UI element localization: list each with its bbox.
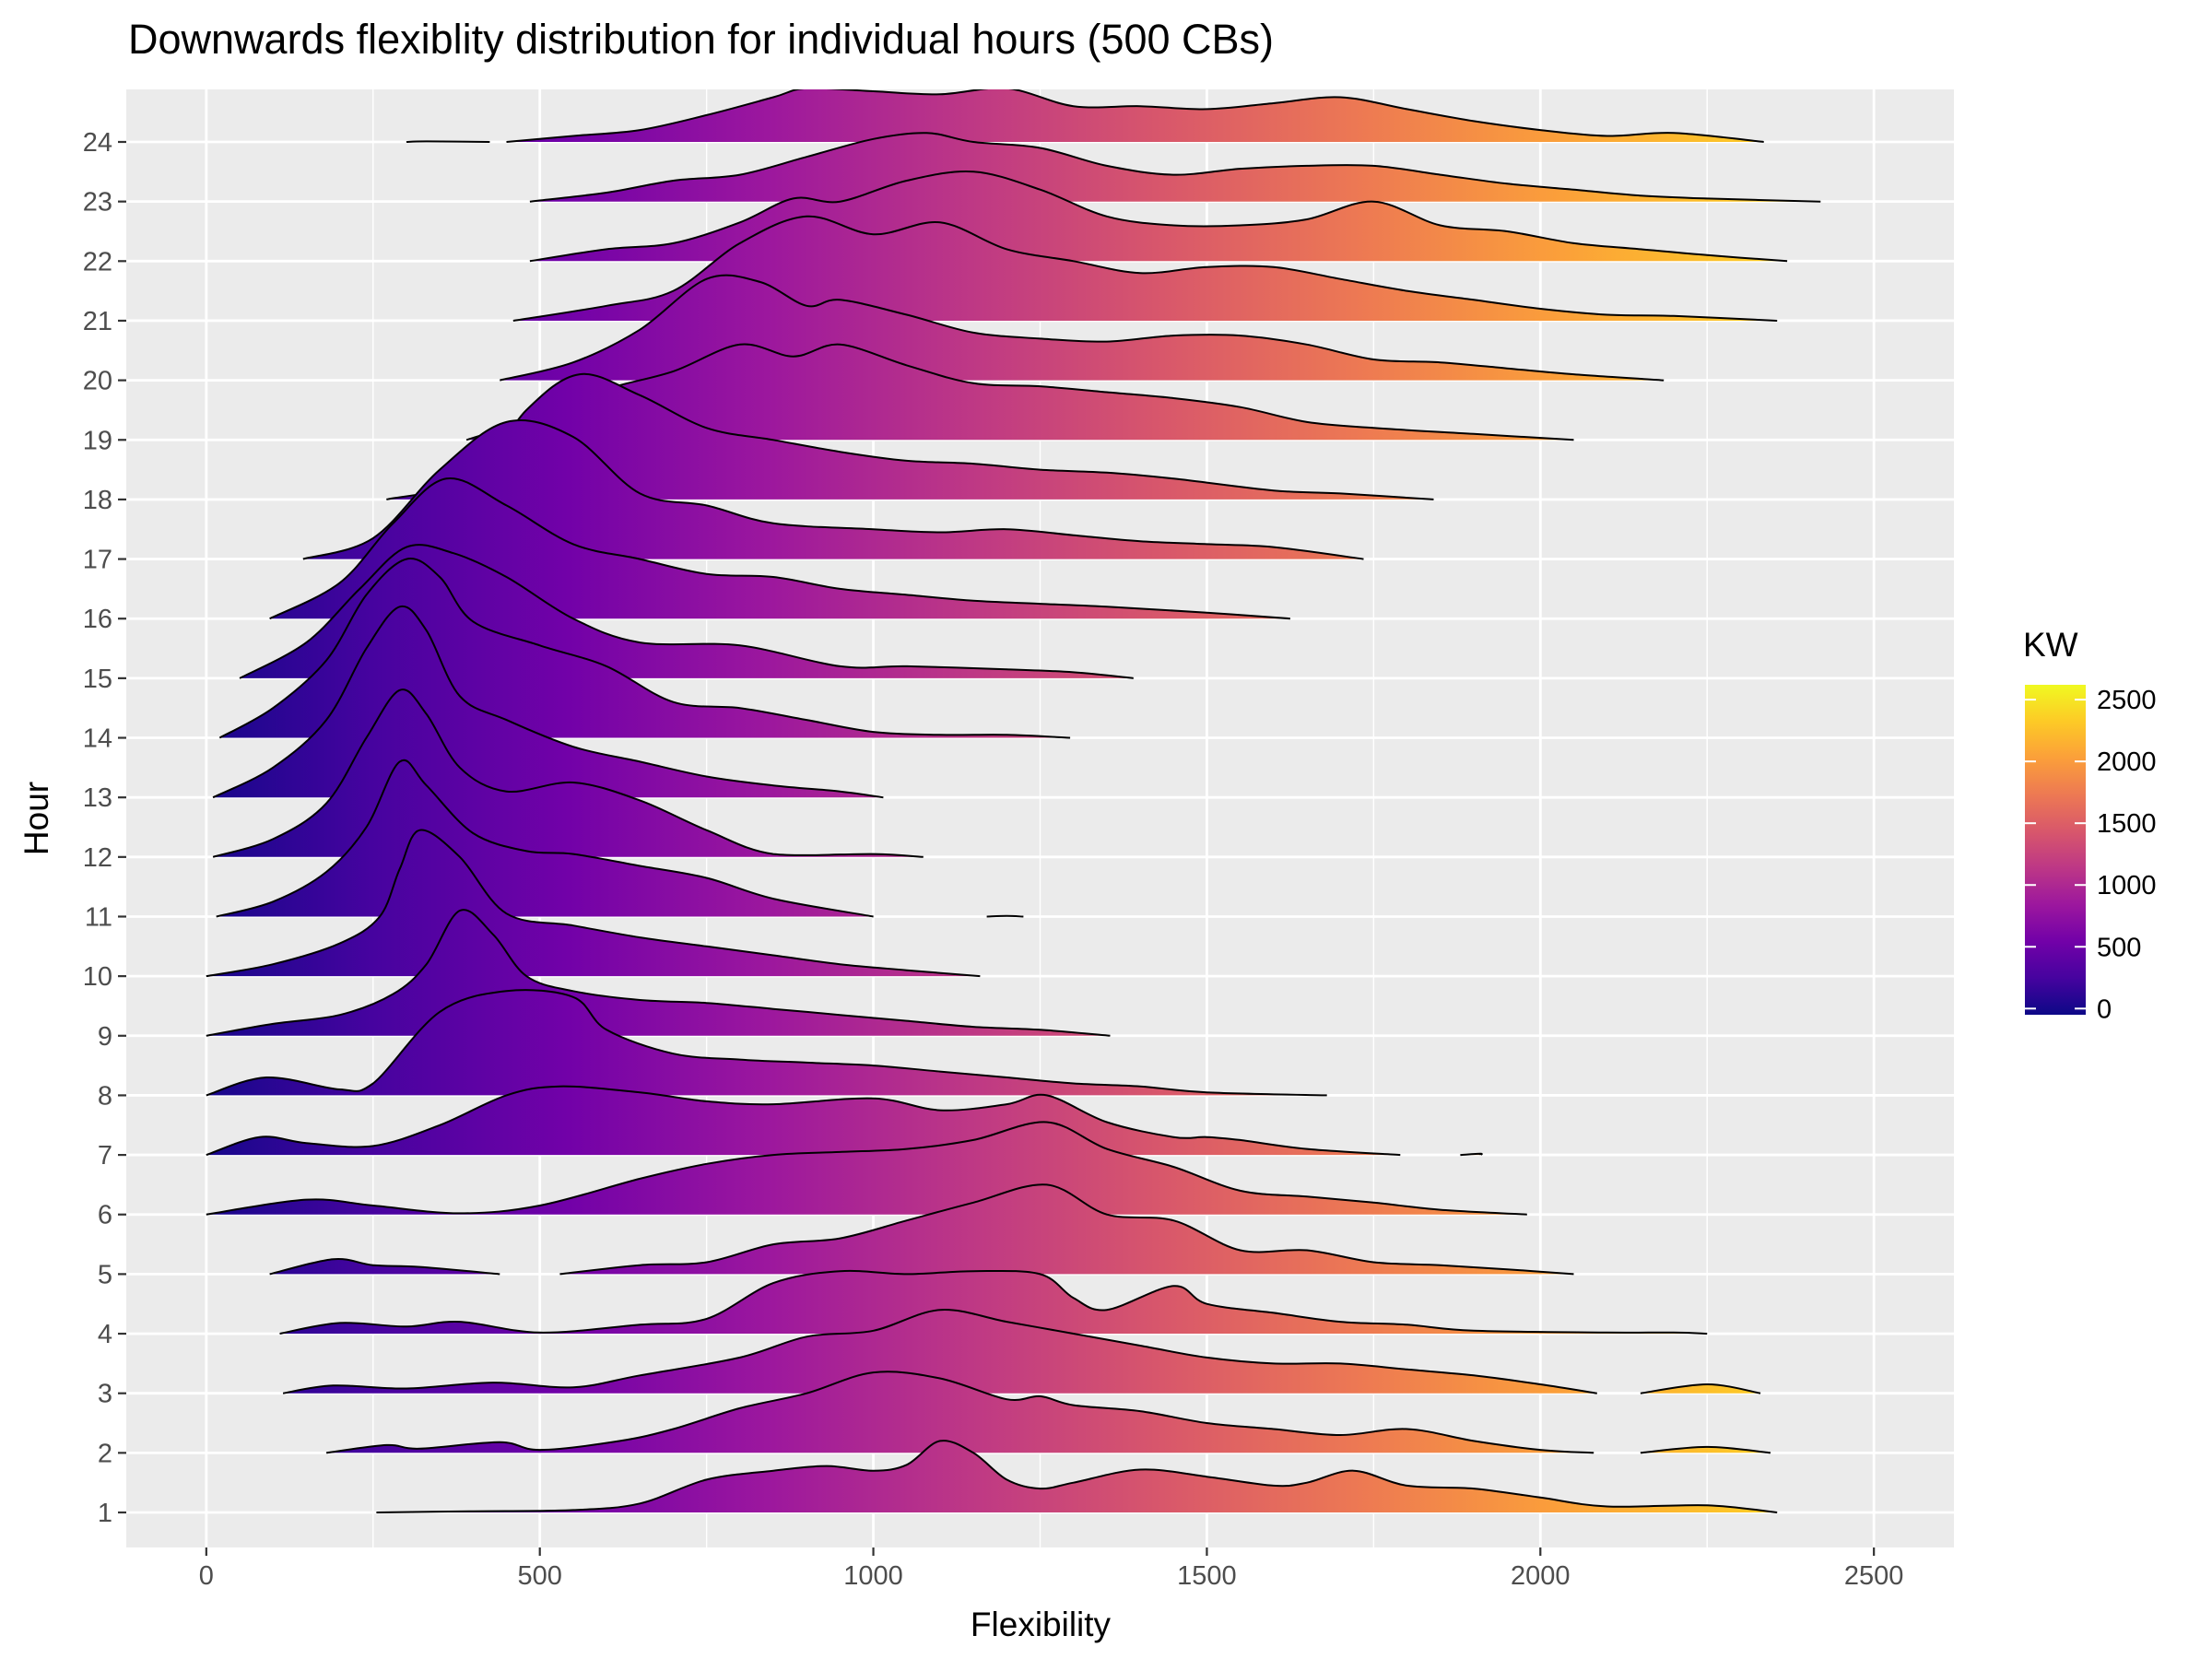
legend-tick-label: 0	[2097, 994, 2112, 1024]
ridge-outline-hour-3	[282, 1309, 1597, 1394]
legend-ticks: 0 500 1000 1500 2000 2500	[2025, 686, 2157, 1024]
ridge-outline-hour-8	[206, 989, 1327, 1097]
ridge-outline-hour-12	[212, 688, 924, 858]
legend-title: KW	[2023, 626, 2078, 664]
x-axis-title: Flexibility	[971, 1606, 1112, 1643]
y-tick-label: 22	[83, 247, 112, 276]
ridge-hour-10	[206, 830, 981, 977]
legend-tick-label: 1500	[2097, 809, 2157, 839]
y-tick-label: 17	[83, 546, 112, 575]
ridge-outline-hour-20	[500, 274, 1665, 382]
ridge-hour-5	[559, 1184, 1574, 1275]
y-tick-label: 21	[83, 307, 112, 336]
y-tick-label: 5	[98, 1260, 112, 1289]
y-tick-label: 3	[98, 1380, 112, 1409]
legend-colorbar	[2025, 685, 2086, 1015]
ridge-hour-3	[283, 1310, 1597, 1394]
ridge-hour-2	[326, 1371, 1594, 1453]
x-tick-label: 2000	[1511, 1561, 1571, 1591]
ridge-outline-hour-5	[559, 1183, 1574, 1276]
y-tick-label: 24	[83, 128, 112, 158]
y-tick-label: 2	[98, 1439, 112, 1468]
y-tick-label: 16	[83, 605, 112, 634]
y-tick-label: 10	[83, 962, 112, 992]
x-axis: 0 500 1000 1500 2000 2500	[199, 1547, 1904, 1591]
legend-tick-label: 2000	[2097, 747, 2157, 777]
y-tick-label: 15	[83, 665, 112, 694]
y-tick-label: 23	[83, 188, 112, 218]
ridge-outline-hour-23	[529, 132, 1821, 203]
ridge-outline-hour-6	[206, 1121, 1527, 1216]
y-tick-label: 6	[98, 1201, 112, 1230]
ridge-hour-20	[500, 275, 1665, 381]
ridge-hour-24	[506, 89, 1764, 142]
ridge-outline-hour-18	[386, 372, 1434, 500]
y-tick-label: 20	[83, 367, 112, 396]
ridge-outline-hour-3	[1640, 1383, 1761, 1394]
ridge-outline-hour-13	[212, 605, 884, 799]
y-tick-label: 19	[83, 426, 112, 455]
x-tick-label: 2500	[1844, 1561, 1904, 1591]
legend-tick-label: 1000	[2097, 871, 2157, 900]
y-axis-title: Hour	[18, 782, 55, 855]
x-tick-label: 1500	[1177, 1561, 1237, 1591]
ridge-hour-6	[206, 1122, 1527, 1215]
ridge-outline-hour-5	[269, 1257, 500, 1276]
chart-title: Downwards flexiblity distribution for in…	[128, 16, 1274, 63]
ridge-outline-hour-1	[376, 1440, 1778, 1513]
y-tick-label: 4	[98, 1320, 112, 1349]
ridge-hour-19	[466, 344, 1574, 441]
ridge-hour-3	[1640, 1384, 1761, 1394]
ridge-hour-17	[302, 420, 1364, 559]
ridge-outline-hour-9	[206, 909, 1111, 1037]
ridge-hour-9	[206, 910, 1111, 1036]
ridge-hour-16	[269, 477, 1290, 619]
ridge-outline-hour-24	[406, 140, 490, 143]
y-tick-label: 11	[85, 902, 112, 932]
ridge-outline-hour-16	[269, 477, 1290, 620]
ridge-outline-hour-17	[302, 419, 1364, 560]
ridge-outline-hour-22	[529, 171, 1788, 263]
ridge-outline-hour-4	[279, 1269, 1708, 1335]
ridge-outline-hour-15	[239, 544, 1134, 679]
legend: KW 0 500 1000 1500 2000 2500	[2023, 626, 2157, 1024]
y-tick-label: 13	[83, 783, 112, 813]
x-tick-label: 500	[518, 1561, 562, 1591]
ridge-outline-hour-2	[325, 1371, 1594, 1454]
legend-tick-label: 2500	[2097, 686, 2157, 715]
ridge-outline-hour-7	[206, 1085, 1401, 1157]
ridge-outline-hour-11	[216, 759, 874, 918]
ridge-outline-hour-7	[1460, 1152, 1483, 1157]
y-tick-label: 7	[98, 1141, 112, 1171]
ridge-hour-21	[512, 216, 1778, 321]
ridges	[206, 89, 1821, 1513]
ridge-outline-hour-14	[218, 558, 1071, 739]
ridge-outline-hour-19	[465, 343, 1574, 441]
ridge-hour-18	[386, 373, 1434, 500]
ridge-hour-4	[279, 1270, 1708, 1334]
y-tick-label: 8	[98, 1081, 112, 1111]
x-tick-label: 0	[199, 1561, 214, 1591]
y-tick-label: 12	[83, 843, 112, 873]
ridge-outline-hour-10	[206, 829, 981, 978]
y-tick-label: 9	[98, 1022, 112, 1052]
ridge-outline-hour-24	[506, 89, 1764, 143]
ridge-outline-hour-2	[1640, 1445, 1771, 1454]
ridge-outline-hour-21	[512, 215, 1778, 322]
legend-tick-label: 500	[2097, 933, 2141, 962]
ridge-hour-2	[1640, 1446, 1771, 1453]
y-tick-label: 1	[98, 1499, 112, 1528]
y-tick-label: 14	[83, 724, 112, 754]
ridge-hour-1	[376, 1441, 1778, 1512]
x-tick-label: 1000	[843, 1561, 903, 1591]
ridge-hour-8	[206, 990, 1327, 1096]
y-tick-label: 18	[83, 486, 112, 515]
ridge-hour-23	[529, 133, 1821, 202]
ridge-hour-7	[206, 1086, 1401, 1156]
ridge-outline-hour-11	[986, 914, 1024, 918]
